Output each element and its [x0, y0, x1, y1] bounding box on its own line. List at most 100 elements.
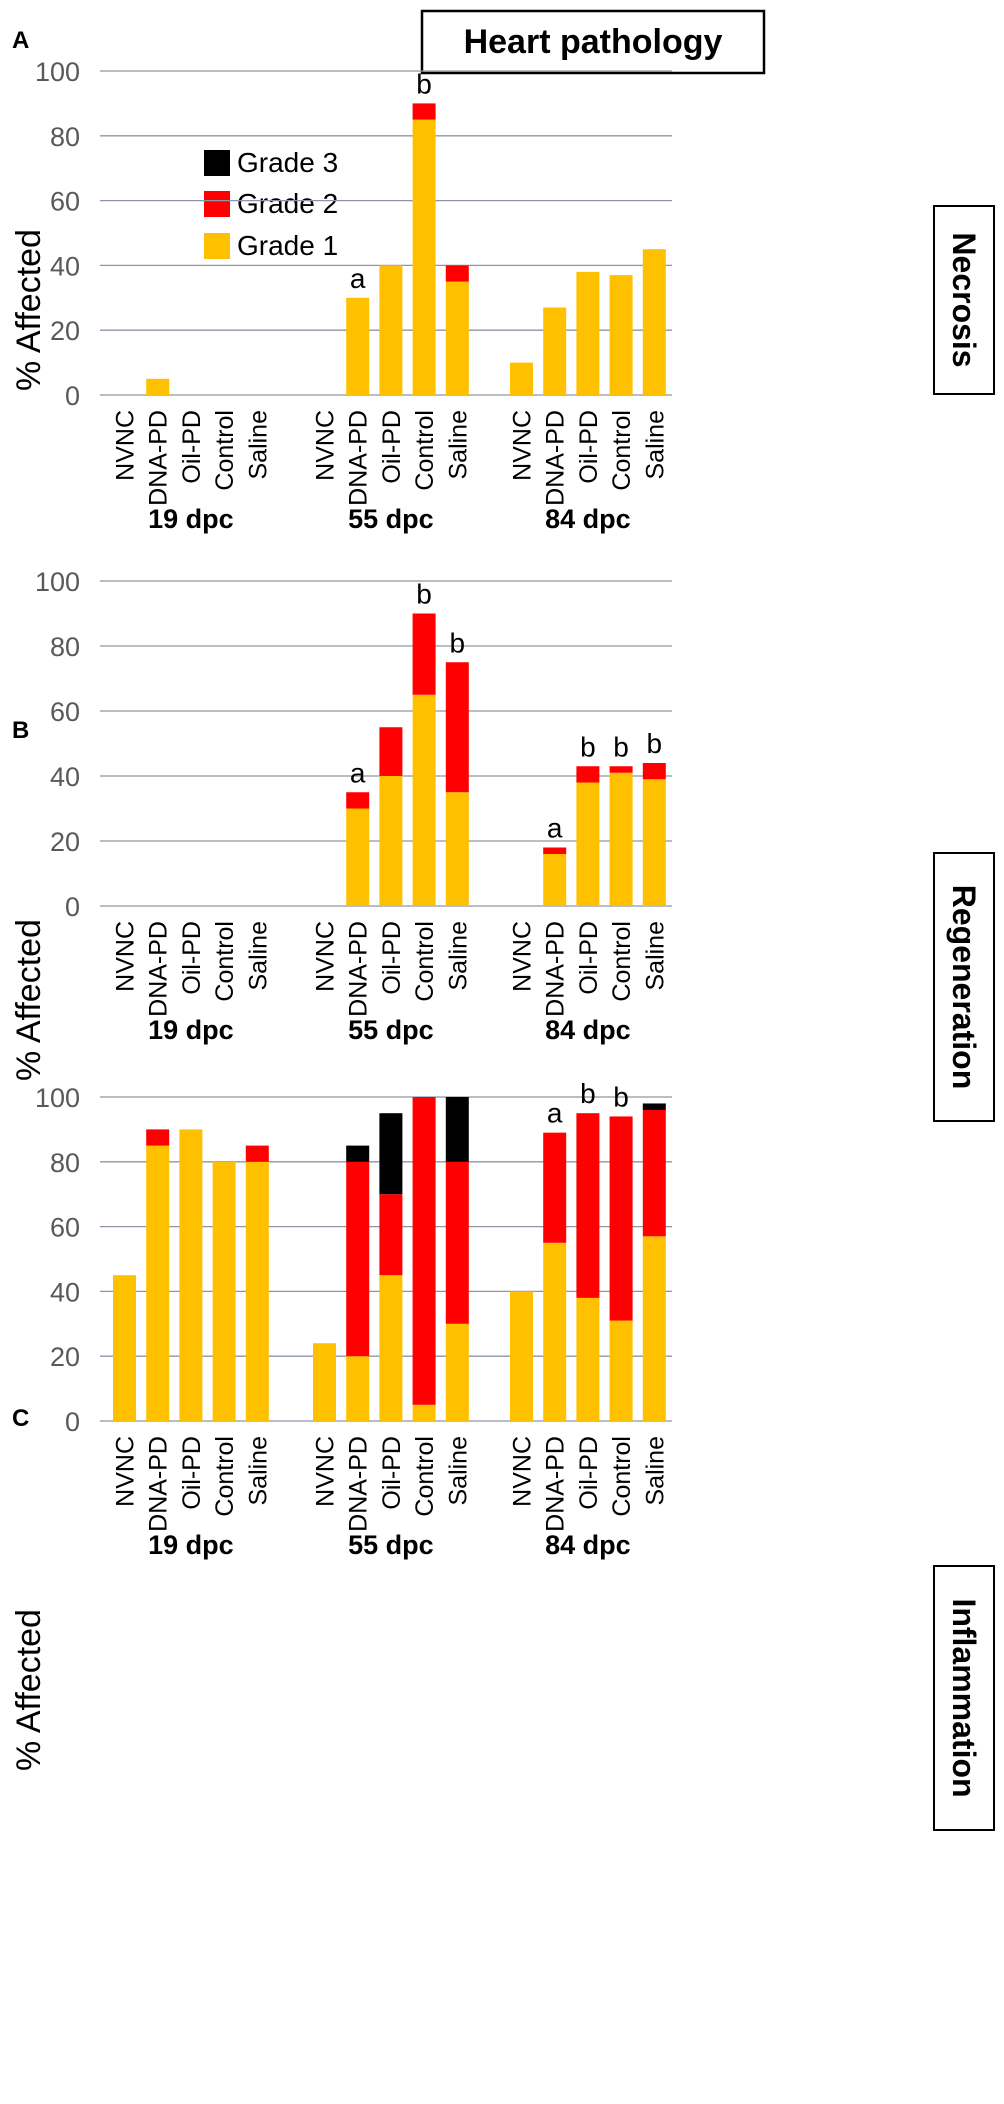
panel-a-bar-84-dpc-nvnc-grade-1	[510, 362, 533, 395]
panel-a-category-label-55-dpc-nvnc: NVNC	[312, 410, 340, 481]
panel-b-bar-84-dpc-saline-grade-1	[642, 779, 666, 906]
panel-b-ytick-40: 40	[50, 762, 80, 792]
panel-a-bar-19-dpc-dna-pd-grade-1	[146, 378, 170, 395]
panel-b-ytick-60: 60	[50, 697, 80, 727]
panel-c-group-label-55-dpc: 55 dpc	[348, 1530, 434, 1560]
panel-a-category-label-19-dpc-oil-pd: Oil-PD	[178, 410, 206, 484]
panel-c-bar-55-dpc-saline-grade-3	[445, 1097, 469, 1162]
panel-c-bar-84-dpc-nvnc-grade-1	[510, 1291, 533, 1421]
panel-c-bar-84-dpc-saline-grade-2	[642, 1109, 666, 1237]
panel-c-category-label-84-dpc-nvnc: NVNC	[509, 1436, 537, 1507]
panel-b-annotation-84-dpc-saline: b	[647, 728, 663, 759]
panel-a-category-label-19-dpc-control: Control	[211, 410, 239, 491]
panel-b-bar-84-dpc-oil-pd-grade-1	[576, 782, 600, 906]
panel-c-bar-55-dpc-oil-pd-grade-3	[379, 1113, 403, 1195]
panel-c-category-label-84-dpc-dna-pd: DNA-PD	[542, 1436, 570, 1532]
panel-a-bar-55-dpc-oil-pd-grade-1	[379, 265, 403, 395]
panel-b-category-label-19-dpc-saline: Saline	[244, 921, 272, 991]
panel-c: C Inflammation % Affected 0 20 40 60 80 100 NV…	[10, 1078, 995, 1831]
panel-b-annotation-84-dpc-dna-pd: a	[547, 813, 563, 844]
panel-b-letter: B	[12, 717, 29, 744]
legend-grade3-swatch	[204, 150, 230, 176]
panel-a-ytick-40: 40	[50, 251, 80, 281]
panel-a-bar-84-dpc-control-grade-1	[609, 275, 633, 395]
panel-c-bar-55-dpc-dna-pd-grade-2	[346, 1161, 370, 1357]
panel-b-category-label-55-dpc-oil-pd: Oil-PD	[378, 921, 406, 995]
panel-c-category-label-55-dpc-nvnc: NVNC	[312, 1436, 340, 1507]
panel-a-ytick-20: 20	[50, 316, 80, 346]
panel-c-category-label-55-dpc-oil-pd: Oil-PD	[378, 1436, 406, 1510]
panel-a-category-label-55-dpc-saline: Saline	[444, 410, 472, 480]
panel-a-category-label-19-dpc-dna-pd: DNA-PD	[145, 410, 173, 506]
panel-a-ytick-0: 0	[65, 381, 80, 411]
panel-c-bar-84-dpc-oil-pd-grade-1	[576, 1297, 600, 1421]
panel-a-bar-55-dpc-saline-grade-2	[445, 265, 469, 282]
panel-b-annotation-84-dpc-control: b	[613, 731, 629, 762]
panel-c-ylabel: % Affected	[10, 1609, 48, 1771]
panel-b-bar-55-dpc-oil-pd-grade-1	[379, 776, 403, 906]
panel-b-ytick-100: 100	[35, 567, 80, 597]
panel-a-bar-84-dpc-dna-pd-grade-1	[543, 307, 567, 395]
panel-a-annotation-55-dpc-control: b	[416, 68, 432, 99]
panel-a-ytick-80: 80	[50, 122, 80, 152]
panel-c-bar-55-dpc-control-grade-1	[412, 1404, 436, 1421]
panel-c-bar-84-dpc-control-grade-2	[609, 1116, 633, 1321]
panel-b-bar-55-dpc-oil-pd-grade-2	[379, 727, 403, 776]
panel-a-group-label-19-dpc: 19 dpc	[148, 504, 234, 534]
panel-a-ytick-60: 60	[50, 187, 80, 217]
panel-c-bar-55-dpc-dna-pd-grade-3	[346, 1145, 370, 1162]
panel-b-bar-84-dpc-dna-pd-grade-1	[543, 854, 567, 906]
panel-c-bar-55-dpc-control-grade-2	[412, 1097, 436, 1405]
panel-b-bar-84-dpc-oil-pd-grade-2	[576, 766, 600, 783]
panel-b-category-label-19-dpc-oil-pd: Oil-PD	[178, 921, 206, 995]
panel-c-category-label-19-dpc-oil-pd: Oil-PD	[178, 1436, 206, 1510]
panel-b-category-label-84-dpc-oil-pd: Oil-PD	[575, 921, 603, 995]
panel-a-letter: A	[12, 27, 29, 54]
panel-c-group-label-19-dpc: 19 dpc	[148, 1530, 234, 1560]
panel-b-bar-55-dpc-dna-pd-grade-2	[346, 792, 370, 809]
panel-a-annotation-55-dpc-dna-pd: a	[350, 263, 366, 294]
panel-b-annotation-55-dpc-control: b	[416, 579, 432, 610]
panel-b-category-label-19-dpc-nvnc: NVNC	[112, 921, 140, 992]
panel-c-bar-84-dpc-oil-pd-grade-2	[576, 1113, 600, 1298]
panel-b-group-label-55-dpc: 55 dpc	[348, 1015, 434, 1045]
panel-b-category-label-84-dpc-saline: Saline	[641, 921, 669, 991]
panel-c-bar-19-dpc-control-grade-1	[212, 1161, 236, 1421]
panel-b-annotation-55-dpc-dna-pd: a	[350, 757, 366, 788]
panel-c-category-label-19-dpc-dna-pd: DNA-PD	[145, 1436, 173, 1532]
panel-b-bar-55-dpc-control-grade-1	[412, 694, 436, 906]
panel-c-annotation-84-dpc-dna-pd: a	[547, 1098, 563, 1129]
panel-c-category-label-19-dpc-saline: Saline	[244, 1436, 272, 1506]
panel-c-annotation-84-dpc-control: b	[613, 1081, 629, 1112]
panel-b-bar-84-dpc-control-grade-2	[609, 766, 633, 773]
panel-c-bar-55-dpc-oil-pd-grade-2	[379, 1194, 403, 1276]
panel-c-bar-84-dpc-saline-grade-1	[642, 1236, 666, 1421]
panel-b-ytick-20: 20	[50, 827, 80, 857]
panel-a-group-label-55-dpc: 55 dpc	[348, 504, 434, 534]
panel-a-category-label-19-dpc-nvnc: NVNC	[112, 410, 140, 481]
panel-c-bar-19-dpc-oil-pd-grade-1	[179, 1129, 203, 1421]
panel-a-category-label-55-dpc-control: Control	[411, 410, 439, 491]
legend-grade2-label: Grade 2	[237, 188, 338, 219]
panel-b-side-label-frame	[933, 852, 995, 1122]
panel-c-group-label-84-dpc: 84 dpc	[545, 1530, 631, 1560]
panel-b-bar-55-dpc-control-grade-2	[412, 613, 436, 695]
panel-a-category-label-84-dpc-saline: Saline	[641, 410, 669, 480]
panel-c-bar-84-dpc-control-grade-1	[609, 1320, 633, 1421]
panel-a-side-label-frame	[933, 205, 995, 395]
panel-c-bar-19-dpc-dna-pd-grade-1	[146, 1145, 170, 1421]
panel-c-ytick-20: 20	[50, 1342, 80, 1372]
panel-c-category-label-84-dpc-saline: Saline	[641, 1436, 669, 1506]
panel-b-category-label-55-dpc-nvnc: NVNC	[312, 921, 340, 992]
panel-a-category-label-84-dpc-nvnc: NVNC	[509, 410, 537, 481]
panel-b-group-label-84-dpc: 84 dpc	[545, 1015, 631, 1045]
panel-a-bar-84-dpc-saline-grade-1	[642, 249, 666, 395]
panel-b-annotation-55-dpc-saline: b	[450, 627, 466, 658]
panel-b-category-label-84-dpc-nvnc: NVNC	[509, 921, 537, 992]
panel-b: B Regeneration % Affected 0 20 40 60 80 100 NV…	[10, 567, 995, 1122]
panel-c-category-label-55-dpc-dna-pd: DNA-PD	[345, 1436, 373, 1532]
panel-a-bar-55-dpc-control-grade-1	[412, 119, 436, 395]
panel-c-letter: C	[12, 1405, 29, 1432]
